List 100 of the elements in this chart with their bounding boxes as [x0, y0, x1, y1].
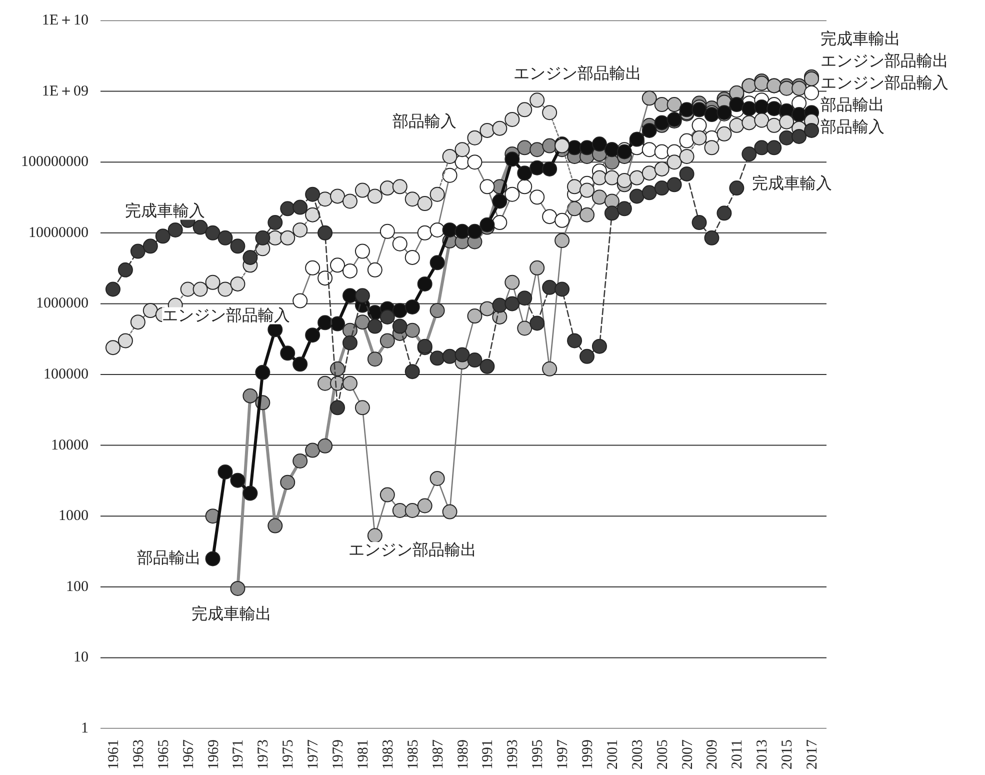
y-tick-label: 100000 [44, 366, 88, 382]
point [517, 166, 532, 181]
point [766, 101, 782, 116]
point [404, 322, 420, 338]
point [430, 255, 445, 270]
x-tick-label: 1967 [180, 739, 197, 770]
point [679, 102, 694, 118]
point [342, 335, 358, 350]
series-label: エンジン部品輸出 [820, 52, 948, 70]
point [205, 225, 220, 240]
point [579, 207, 594, 222]
point [367, 318, 382, 334]
point [792, 129, 807, 144]
point [430, 186, 445, 202]
y-tick-label: 10000 [51, 437, 88, 454]
point [530, 160, 545, 176]
point [305, 260, 320, 276]
point [354, 400, 370, 416]
series-label: 完成車輸出 [820, 30, 900, 48]
point [666, 154, 682, 170]
point [692, 118, 707, 133]
x-tick-label: 2017 [804, 739, 821, 770]
point [430, 222, 445, 238]
point [542, 161, 558, 176]
x-tick-label: 1985 [405, 740, 422, 770]
annotation: エンジン部品輸入 [162, 306, 290, 324]
point [430, 470, 445, 486]
y-tick-label: 10000000 [28, 224, 88, 241]
point [654, 97, 670, 112]
point [230, 238, 246, 254]
x-tick-label: 1973 [256, 740, 272, 770]
point [467, 308, 482, 324]
y-tick-label: 1000000 [36, 296, 88, 312]
point [592, 170, 607, 186]
point [742, 146, 757, 162]
point [492, 215, 508, 230]
point [205, 274, 220, 290]
point [517, 320, 532, 336]
point [392, 179, 408, 194]
point [567, 179, 582, 194]
annotation: 完成車輸出 [192, 604, 272, 623]
point [354, 288, 370, 304]
y-tick-label: 10 [74, 650, 88, 666]
annotation: 部品輸入 [392, 112, 457, 130]
point [305, 442, 320, 458]
point [280, 346, 296, 361]
point [380, 180, 395, 196]
point [367, 188, 382, 204]
point [454, 142, 470, 158]
x-tick-label: 1977 [306, 739, 322, 770]
point [380, 487, 395, 502]
point [504, 186, 520, 202]
x-tick-label: 1987 [430, 739, 446, 770]
point [542, 280, 558, 295]
point [467, 352, 482, 368]
point [804, 122, 820, 138]
point [766, 118, 782, 133]
point [754, 112, 770, 128]
point [404, 250, 420, 265]
point [716, 126, 732, 142]
point [367, 528, 382, 544]
point [716, 206, 732, 221]
point [318, 376, 333, 391]
point [230, 580, 246, 596]
annotation: エンジン部品輸出 [513, 64, 642, 83]
y-tick-label: 1E＋10 [42, 12, 89, 28]
x-tick-label: 1993 [505, 740, 522, 770]
point [392, 318, 408, 334]
point [530, 142, 545, 158]
point [318, 438, 333, 454]
point [118, 333, 133, 348]
point [742, 101, 757, 116]
point [404, 192, 420, 207]
point [354, 182, 370, 198]
point [517, 140, 532, 156]
series-label: 部品輸入 [820, 118, 884, 136]
point [305, 207, 320, 222]
point [530, 260, 545, 276]
point [530, 316, 545, 331]
y-tick-label: 100000000 [21, 154, 88, 170]
x-tick-label: 2013 [754, 740, 771, 770]
point [742, 115, 757, 130]
x-tick-label: 2005 [654, 740, 671, 770]
point [467, 130, 482, 146]
point [392, 236, 408, 252]
point [542, 138, 558, 154]
annotation: エンジン部品輸出 [348, 540, 476, 559]
point [642, 166, 657, 181]
point [616, 201, 632, 216]
x-tick-label: 1983 [380, 740, 396, 770]
point [642, 185, 657, 200]
point [654, 161, 670, 176]
point [629, 188, 644, 204]
point [192, 220, 208, 235]
point [318, 270, 333, 286]
point [654, 180, 670, 196]
point [779, 114, 794, 130]
point [517, 102, 532, 118]
y-tick-label: 1E＋09 [42, 83, 89, 100]
x-tick-label: 1991 [480, 740, 496, 770]
